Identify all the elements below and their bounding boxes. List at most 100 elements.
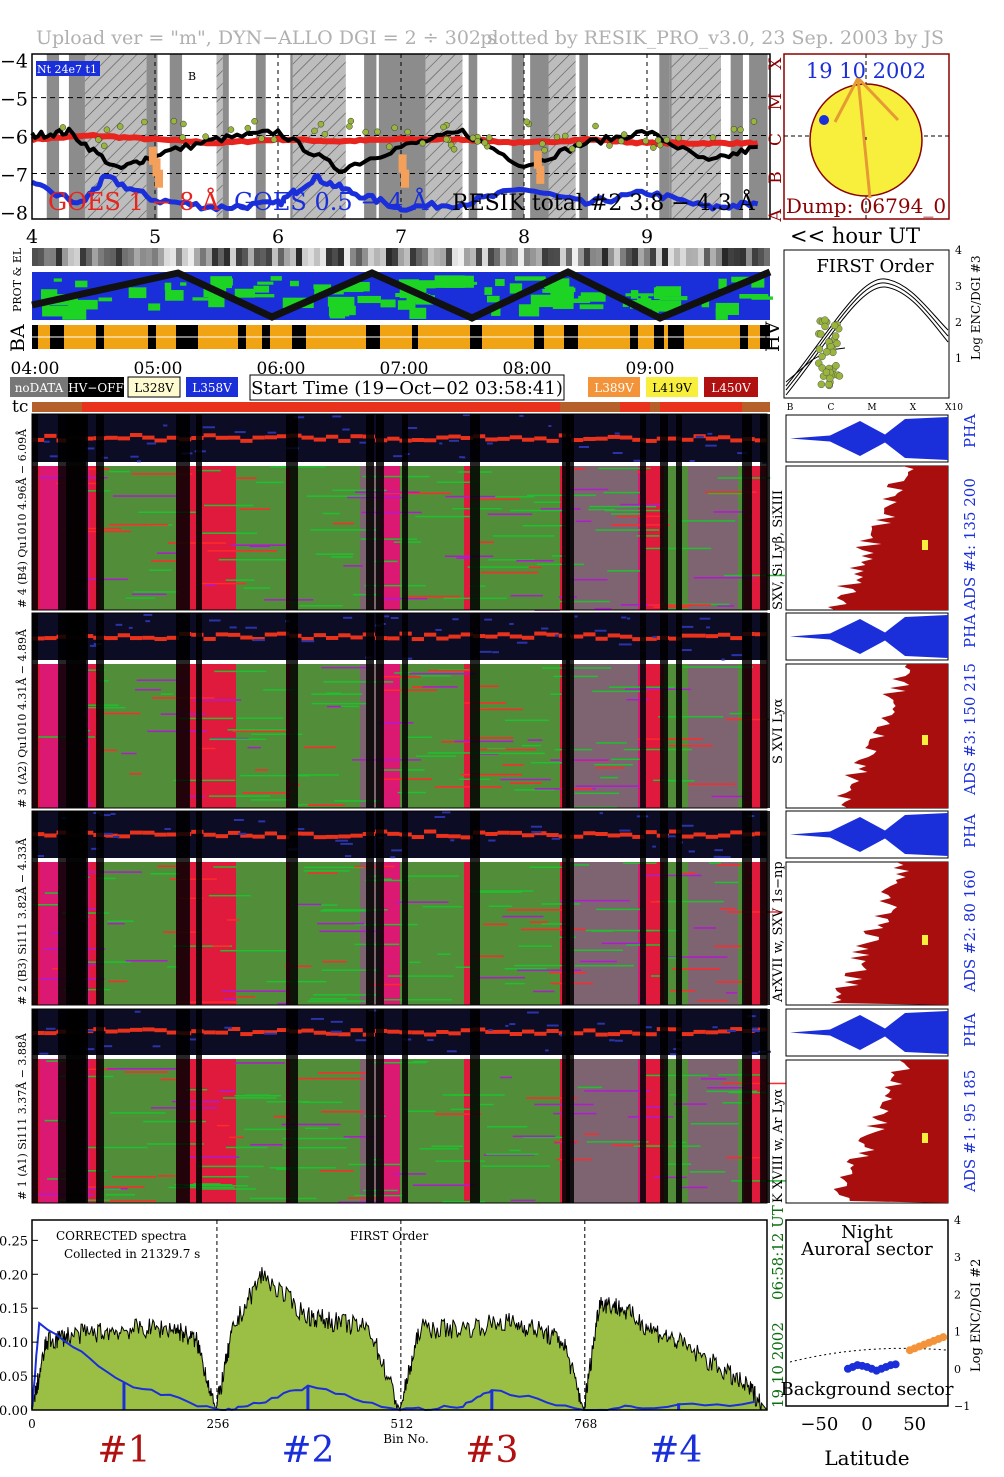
grayscale-cell bbox=[380, 248, 386, 266]
spectrogram-texture-line bbox=[510, 1199, 536, 1202]
pha-strip-noise bbox=[486, 442, 493, 445]
ads-histogram bbox=[830, 862, 948, 1005]
pha-strip-noise bbox=[113, 835, 120, 838]
spectrogram-dark-column bbox=[182, 414, 190, 610]
spectrogram-texture-line bbox=[243, 587, 270, 589]
flare-class-label: X bbox=[766, 57, 786, 70]
pha-strip-line bbox=[350, 635, 363, 640]
spectrogram-texture-line bbox=[518, 945, 553, 947]
latitude-title-1: Night bbox=[841, 1222, 894, 1243]
grayscale-cell bbox=[332, 248, 338, 266]
pha-strip-noise bbox=[340, 842, 353, 845]
spectrogram-texture-line bbox=[510, 782, 542, 784]
spectrogram-texture-line bbox=[151, 560, 177, 562]
grayscale-cell bbox=[506, 248, 512, 266]
spectrogram-magenta-region bbox=[688, 664, 738, 808]
prot-green-blob bbox=[544, 278, 570, 289]
grayscale-cell bbox=[644, 248, 650, 266]
pha-strip-noise bbox=[519, 414, 524, 417]
spectrogram-texture-line bbox=[227, 729, 288, 731]
spectrogram-texture-line bbox=[317, 1072, 367, 1074]
spectrum-x-tick: 768 bbox=[574, 1417, 597, 1431]
pha-strip-line bbox=[693, 832, 706, 837]
spectrogram-texture-line bbox=[714, 881, 739, 884]
resik-orange-burst bbox=[398, 154, 407, 173]
spectrogram-dark-column bbox=[660, 811, 668, 1005]
pha-strip-line bbox=[436, 636, 449, 641]
pha-strip-noise bbox=[152, 1045, 161, 1048]
flare-class-labels: X M C B A bbox=[766, 57, 786, 223]
small-label: Nt 24e7 t1 bbox=[37, 63, 97, 76]
spectrogram-dark-column bbox=[176, 811, 182, 1005]
pha-strip-line bbox=[203, 832, 216, 837]
pha-strip-line bbox=[313, 835, 326, 840]
spectrum-note-1: CORRECTED spectra bbox=[56, 1229, 187, 1243]
pha-strip-line bbox=[730, 636, 743, 641]
spectrogram-texture-line bbox=[500, 778, 551, 781]
spectrogram-magenta-region bbox=[688, 1059, 738, 1203]
pha-strip-noise bbox=[492, 651, 499, 654]
spectrogram-texture-line bbox=[693, 927, 717, 929]
spectrogram-texture-line bbox=[444, 555, 494, 558]
spectrum-area bbox=[32, 1267, 767, 1410]
pha-strip-noise bbox=[102, 832, 113, 835]
spectrogram-texture-line bbox=[536, 563, 585, 566]
spectrogram-texture-line bbox=[540, 508, 581, 510]
spectrogram-texture-line bbox=[96, 749, 118, 752]
latitude-y-tick: 2 bbox=[954, 1288, 961, 1301]
prot-green-blob bbox=[340, 305, 356, 316]
grayscale-cell bbox=[410, 248, 416, 266]
resik-point bbox=[362, 128, 369, 136]
spectrogram-texture-line bbox=[364, 1115, 386, 1117]
pha-strip-line bbox=[460, 835, 473, 840]
first-order-point bbox=[817, 380, 826, 389]
pha-strip-line bbox=[350, 434, 363, 439]
pha-strip-line bbox=[203, 1030, 216, 1035]
spectrogram-texture-line bbox=[487, 747, 506, 750]
pha-strip-line bbox=[681, 1032, 694, 1037]
pha-strip-line bbox=[215, 834, 228, 839]
spectrogram-texture-line bbox=[492, 535, 555, 537]
spectrogram-texture-line bbox=[670, 989, 696, 992]
first-order-ticks: B C M X X10 1 2 3 4 bbox=[787, 244, 964, 413]
pha-strip-noise bbox=[484, 618, 493, 621]
grayscale-cell bbox=[68, 248, 74, 266]
spectrogram-texture-line bbox=[225, 579, 255, 581]
grayscale-cell bbox=[320, 248, 326, 266]
pha-strip-noise bbox=[136, 460, 141, 463]
spectrogram-texture-line bbox=[361, 511, 422, 514]
spectrogram-texture-line bbox=[143, 1120, 206, 1123]
spectrogram-texture-line bbox=[101, 1200, 156, 1202]
night-band bbox=[511, 54, 524, 219]
flare-class-label: B bbox=[766, 171, 786, 184]
channel-4-pha: PHA bbox=[961, 414, 979, 448]
channel-1-ads: ADS #1: 95 185 bbox=[961, 1070, 979, 1193]
spectrogram-texture-line bbox=[415, 755, 457, 757]
pha-strip-line bbox=[497, 1029, 510, 1034]
grayscale-cell bbox=[368, 248, 374, 266]
spectrogram-dark-column bbox=[640, 613, 646, 808]
first-order-y-tick: 3 bbox=[955, 280, 962, 293]
prot-green-blob bbox=[53, 278, 62, 282]
spectrogram-texture-line bbox=[60, 527, 122, 530]
resik-point bbox=[270, 136, 278, 143]
prot-green-blob bbox=[651, 303, 659, 316]
spectrogram-texture-line bbox=[650, 901, 661, 903]
spectrogram-texture-line bbox=[693, 577, 755, 579]
grayscale-cell bbox=[746, 248, 752, 266]
spectrogram-magenta-region bbox=[566, 1059, 646, 1203]
ads-histogram bbox=[836, 664, 948, 808]
pha-strip-line bbox=[44, 833, 57, 838]
grayscale-cell bbox=[482, 248, 488, 266]
grayscale-cell bbox=[590, 248, 596, 266]
pha-strip-line bbox=[644, 636, 657, 641]
channel-3-label: # 3 (A2) Qu1010 4.31Å − 4.89Å bbox=[15, 628, 29, 808]
pha-strip-line bbox=[522, 833, 535, 838]
spectrogram-texture-line bbox=[44, 892, 62, 894]
pha-strip-line bbox=[730, 1027, 743, 1032]
prot-green-blob bbox=[443, 275, 474, 288]
prot-green-blob bbox=[484, 287, 493, 295]
spectrogram-texture-line bbox=[273, 1115, 298, 1118]
spectrogram-texture-line bbox=[669, 744, 713, 747]
spectrogram-texture-line bbox=[105, 1193, 136, 1196]
